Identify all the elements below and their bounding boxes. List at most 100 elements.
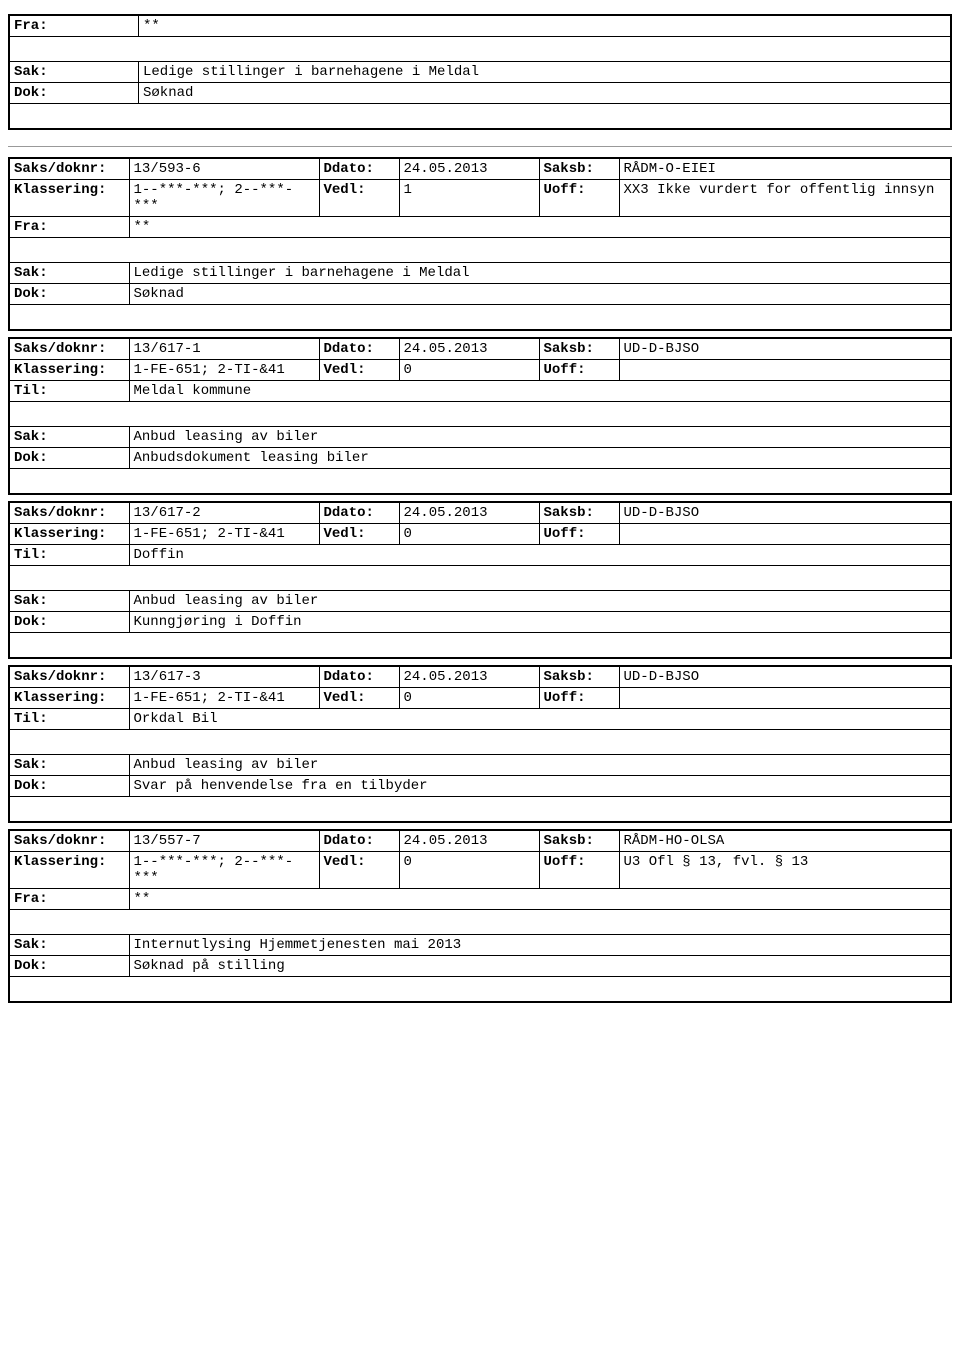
fra-value: ** — [129, 217, 951, 238]
ddato-label: Ddato: — [319, 158, 399, 180]
ddato-value: 24.05.2013 — [399, 830, 539, 852]
saksdoknr-value: 13/617-2 — [129, 502, 319, 524]
saksdoknr-label: Saks/doknr: — [9, 666, 129, 688]
dok-value: Kunngjøring i Doffin — [129, 612, 951, 633]
sak-value: Internutlysing Hjemmetjenesten mai 2013 — [129, 935, 951, 956]
ddato-label: Ddato: — [319, 502, 399, 524]
uoff-label: Uoff: — [539, 688, 619, 709]
blank-row — [9, 797, 951, 823]
klassering-label: Klassering: — [9, 688, 129, 709]
til-value: Doffin — [129, 545, 951, 566]
saksb-value: UD-D-BJSO — [619, 338, 951, 360]
separator — [8, 146, 952, 147]
record-block-5: Saks/doknr: 13/557-7 Ddato: 24.05.2013 S… — [8, 829, 952, 1003]
vedl-label: Vedl: — [319, 852, 399, 889]
klassering-label: Klassering: — [9, 180, 129, 217]
fra-value: ** — [139, 15, 952, 37]
til-label: Til: — [9, 381, 129, 402]
dok-value: Søknad — [139, 83, 952, 104]
saksb-value: UD-D-BJSO — [619, 666, 951, 688]
sak-label: Sak: — [9, 263, 129, 284]
dok-value: Anbudsdokument leasing biler — [129, 448, 951, 469]
uoff-value — [619, 524, 951, 545]
saksb-value: RÅDM-O-EIEI — [619, 158, 951, 180]
uoff-value — [619, 360, 951, 381]
vedl-label: Vedl: — [319, 688, 399, 709]
saksdoknr-value: 13/617-3 — [129, 666, 319, 688]
blank-row — [9, 238, 951, 263]
vedl-value: 1 — [399, 180, 539, 217]
saksdoknr-value: 13/557-7 — [129, 830, 319, 852]
sak-label: Sak: — [9, 755, 129, 776]
blank-row — [9, 104, 951, 130]
dok-label: Dok: — [9, 83, 139, 104]
saksdoknr-value: 13/617-1 — [129, 338, 319, 360]
vedl-value: 0 — [399, 852, 539, 889]
saksdoknr-label: Saks/doknr: — [9, 158, 129, 180]
dok-value: Svar på henvendelse fra en tilbyder — [129, 776, 951, 797]
dok-label: Dok: — [9, 776, 129, 797]
ddato-value: 24.05.2013 — [399, 502, 539, 524]
saksb-label: Saksb: — [539, 338, 619, 360]
uoff-label: Uoff: — [539, 360, 619, 381]
saksdoknr-label: Saks/doknr: — [9, 502, 129, 524]
saksdoknr-value: 13/593-6 — [129, 158, 319, 180]
saksb-label: Saksb: — [539, 502, 619, 524]
blank-row — [9, 633, 951, 659]
saksb-label: Saksb: — [539, 666, 619, 688]
record-block-2: Saks/doknr: 13/617-1 Ddato: 24.05.2013 S… — [8, 337, 952, 495]
sak-label: Sak: — [9, 935, 129, 956]
dok-value: Søknad — [129, 284, 951, 305]
til-label: Til: — [9, 545, 129, 566]
record-block-3: Saks/doknr: 13/617-2 Ddato: 24.05.2013 S… — [8, 501, 952, 659]
vedl-value: 0 — [399, 524, 539, 545]
uoff-value: XX3 Ikke vurdert for offentlig innsyn — [619, 180, 951, 217]
vedl-value: 0 — [399, 688, 539, 709]
fra-label: Fra: — [9, 15, 139, 37]
klassering-value: 1-FE-651; 2-TI-&41 — [129, 524, 319, 545]
dok-value: Søknad på stilling — [129, 956, 951, 977]
uoff-value: U3 Ofl § 13, fvl. § 13 — [619, 852, 951, 889]
uoff-label: Uoff: — [539, 524, 619, 545]
record-block-4: Saks/doknr: 13/617-3 Ddato: 24.05.2013 S… — [8, 665, 952, 823]
til-label: Til: — [9, 709, 129, 730]
klassering-label: Klassering: — [9, 524, 129, 545]
til-value: Meldal kommune — [129, 381, 951, 402]
ddato-label: Ddato: — [319, 338, 399, 360]
vedl-label: Vedl: — [319, 524, 399, 545]
uoff-value — [619, 688, 951, 709]
sak-value: Ledige stillinger i barnehagene i Meldal — [139, 62, 952, 83]
til-value: Orkdal Bil — [129, 709, 951, 730]
sak-value: Anbud leasing av biler — [129, 755, 951, 776]
klassering-value: 1-FE-651; 2-TI-&41 — [129, 688, 319, 709]
klassering-value: 1--***-***; 2--***-*** — [129, 852, 319, 889]
ddato-value: 24.05.2013 — [399, 338, 539, 360]
uoff-label: Uoff: — [539, 852, 619, 889]
blank-row — [9, 730, 951, 755]
blank-row — [9, 37, 951, 62]
saksdoknr-label: Saks/doknr: — [9, 830, 129, 852]
fra-label: Fra: — [9, 217, 129, 238]
sak-value: Anbud leasing av biler — [129, 427, 951, 448]
blank-row — [9, 566, 951, 591]
record-block-1: Saks/doknr: 13/593-6 Ddato: 24.05.2013 S… — [8, 157, 952, 331]
saksdoknr-label: Saks/doknr: — [9, 338, 129, 360]
klassering-label: Klassering: — [9, 360, 129, 381]
sak-label: Sak: — [9, 427, 129, 448]
vedl-label: Vedl: — [319, 180, 399, 217]
klassering-label: Klassering: — [9, 852, 129, 889]
fra-value: ** — [129, 889, 951, 910]
dok-label: Dok: — [9, 448, 129, 469]
vedl-label: Vedl: — [319, 360, 399, 381]
uoff-label: Uoff: — [539, 180, 619, 217]
dok-label: Dok: — [9, 612, 129, 633]
record-block-0: Fra: ** Sak: Ledige stillinger i barneha… — [8, 14, 952, 130]
saksb-label: Saksb: — [539, 158, 619, 180]
saksb-label: Saksb: — [539, 830, 619, 852]
sak-value: Ledige stillinger i barnehagene i Meldal — [129, 263, 951, 284]
klassering-value: 1--***-***; 2--***-*** — [129, 180, 319, 217]
vedl-value: 0 — [399, 360, 539, 381]
saksb-value: UD-D-BJSO — [619, 502, 951, 524]
blank-row — [9, 977, 951, 1003]
dok-label: Dok: — [9, 284, 129, 305]
